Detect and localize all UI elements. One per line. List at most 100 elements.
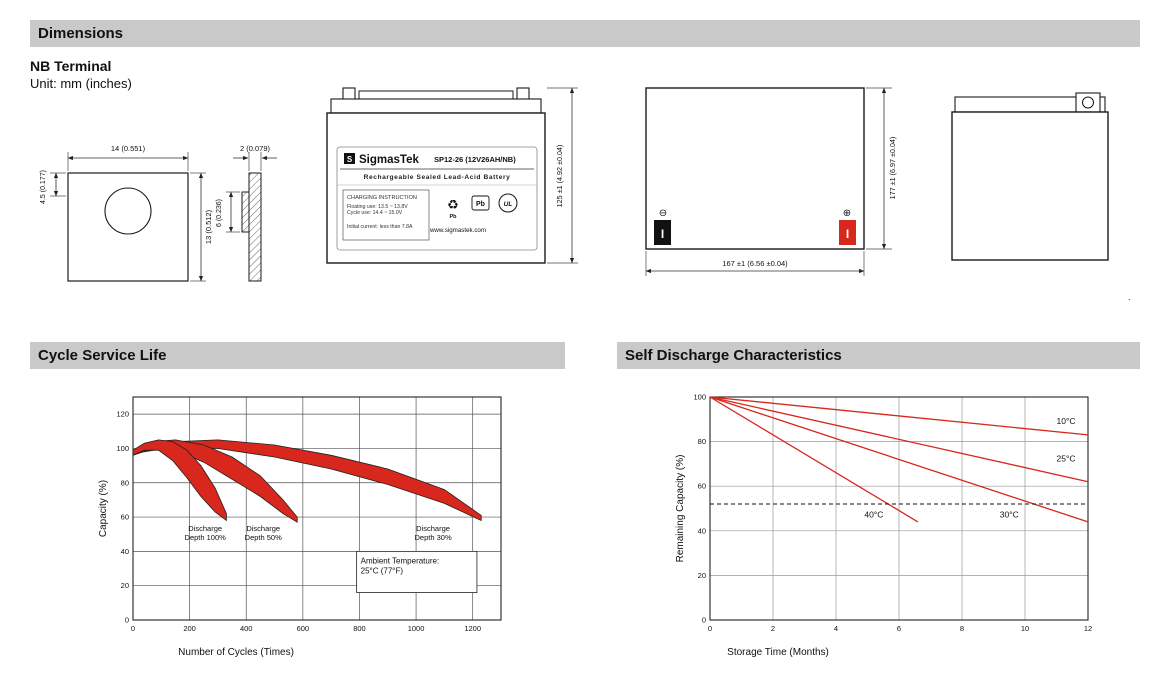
svg-text:100: 100 — [116, 444, 129, 453]
svg-text:600: 600 — [297, 624, 310, 633]
svg-text:40: 40 — [121, 547, 129, 556]
recycle-pb-label: Pb — [449, 214, 457, 220]
svg-text:60: 60 — [698, 482, 706, 491]
section-title-cycle-service-life: Cycle Service Life — [38, 347, 167, 364]
svg-text:Depth 50%: Depth 50% — [245, 533, 282, 542]
side-body — [645, 87, 865, 250]
svg-text:800: 800 — [353, 624, 366, 633]
ul-icon-label: UL — [504, 201, 513, 208]
charging-line-2: Cycle use: 14.4 ~ 15.0V — [347, 210, 403, 216]
dim-terminal-width: 14 (0.551) — [111, 144, 146, 153]
svg-text:Ambient Temperature:: Ambient Temperature: — [361, 556, 440, 565]
svg-text:1200: 1200 — [464, 624, 481, 633]
dim-terminal-depth: 6 (0.236) — [216, 199, 223, 227]
rear-body — [951, 111, 1109, 261]
front-left-post — [342, 87, 356, 101]
positive-terminal-label: I — [846, 227, 849, 241]
svg-text:Storage Time (Months): Storage Time (Months) — [727, 647, 829, 658]
svg-text:Discharge: Discharge — [416, 524, 450, 533]
battery-rear-view — [951, 92, 1109, 261]
pb-icon — [471, 195, 490, 211]
svg-text:1000: 1000 — [408, 624, 425, 633]
svg-text:10: 10 — [1021, 624, 1029, 633]
front-label — [336, 146, 538, 251]
negative-terminal — [654, 220, 671, 245]
terminal-hole — [104, 187, 152, 235]
svg-text:120: 120 — [116, 410, 129, 419]
negative-symbol: ⊖ — [659, 208, 667, 219]
charging-instruction-box — [342, 189, 430, 241]
positive-symbol: ⊕ — [843, 208, 851, 219]
logo-letter: S — [347, 155, 353, 164]
battery-side-view: ⊖ I ⊕ I 167 ±1 (6.56 ±0.04) 177 ±1 (6.97… — [645, 87, 897, 276]
charging-line-1: Floating use: 13.5 ~ 13.8V — [347, 204, 408, 210]
nb-terminal-heading: NB Terminal — [30, 58, 112, 74]
svg-text:25°C (77°F): 25°C (77°F) — [361, 566, 404, 575]
terminal-face-outline — [67, 172, 189, 282]
terminal-profile-body — [248, 172, 262, 282]
dim-side-height: 177 ±1 (6.97 ±0.04) — [888, 137, 897, 200]
svg-text:0: 0 — [125, 616, 129, 625]
svg-text:60: 60 — [121, 513, 129, 522]
svg-text:Discharge: Discharge — [188, 524, 222, 533]
terminal-side-drawing: 2 (0.079) 6 (0.236) — [216, 144, 277, 282]
recycle-icon: ♻ — [447, 197, 459, 212]
svg-text:Capacity (%): Capacity (%) — [98, 480, 109, 537]
svg-text:Remaining Capacity (%): Remaining Capacity (%) — [675, 455, 686, 563]
self-discharge-chart: 0 2 4 6 8 10 12 0 20 40 60 80 100 10°C 25°C 30°C 40°C Sto… — [675, 393, 1092, 659]
svg-text:20: 20 — [698, 571, 706, 580]
dim-terminal-thickness: 2 (0.079) — [240, 144, 271, 153]
unit-note: Unit: mm (inches) — [30, 76, 132, 91]
section-header-self-discharge: Self Discharge Characteristics — [617, 342, 1140, 369]
front-right-post — [516, 87, 530, 101]
section-header-dimensions: Dimensions — [30, 20, 1140, 47]
brand-text: SigmasTek — [359, 154, 419, 166]
dim-side-width: 167 ±1 (6.56 ±0.04) — [722, 259, 788, 268]
charging-line-3: Initial current: less than 7.8A — [347, 224, 413, 230]
sigmastek-logo — [344, 153, 355, 164]
svg-text:0: 0 — [708, 624, 712, 633]
svg-text:200: 200 — [183, 624, 196, 633]
svg-text:100: 100 — [693, 393, 706, 402]
svg-text:30°C: 30°C — [1000, 509, 1019, 519]
model-text: SP12-26 (12V26AH/NB) — [434, 155, 516, 164]
svg-text:20: 20 — [121, 581, 129, 590]
svg-text:40: 40 — [698, 526, 706, 535]
positive-terminal — [839, 220, 856, 245]
svg-text:4: 4 — [834, 624, 838, 633]
stray-dot: . — [1128, 292, 1131, 302]
svg-text:40°C: 40°C — [864, 509, 883, 519]
cycle-service-life-chart: 0 200 400 600 800 1000 1200 0 20 40 60 80 100 120 Disc… — [98, 396, 502, 658]
svg-text:Number of Cycles (Times): Number of Cycles (Times) — [178, 647, 294, 658]
svg-text:10°C: 10°C — [1057, 416, 1076, 426]
svg-text:0: 0 — [702, 616, 706, 625]
section-title-self-discharge: Self Discharge Characteristics — [625, 347, 842, 364]
negative-terminal-label: I — [661, 227, 664, 241]
website-text: www.sigmastek.com — [429, 227, 486, 234]
dim-front-height: 125 ±1 (4.92 ±0.04) — [555, 145, 564, 208]
svg-text:Discharge: Discharge — [246, 524, 280, 533]
svg-text:Depth 100%: Depth 100% — [185, 533, 227, 542]
terminal-front-drawing: 14 (0.551) 4.5 (0.177) 13 (0.512) — [40, 144, 213, 282]
svg-text:2: 2 — [771, 624, 775, 633]
front-top-ridge — [358, 90, 514, 100]
svg-text:12: 12 — [1084, 624, 1092, 633]
svg-text:25°C: 25°C — [1057, 454, 1076, 464]
svg-text:80: 80 — [121, 478, 129, 487]
svg-text:8: 8 — [960, 624, 964, 633]
svg-text:0: 0 — [131, 624, 135, 633]
charging-title: CHARGING INSTRUCTION — [347, 195, 417, 201]
svg-text:400: 400 — [240, 624, 253, 633]
technical-drawings: 14 (0.551) 4.5 (0.177) 13 (0.512) 2 (0.0… — [40, 87, 1131, 302]
terminal-profile-tab — [241, 191, 250, 233]
svg-text:80: 80 — [698, 437, 706, 446]
ul-icon — [498, 193, 518, 213]
svg-text:6: 6 — [897, 624, 901, 633]
dim-terminal-hole-offset: 4.5 (0.177) — [40, 170, 47, 204]
rear-terminal — [1082, 96, 1094, 109]
front-lid — [330, 98, 542, 114]
rear-terminal-housing — [1075, 92, 1101, 113]
label-subtitle: Rechargeable Sealed Lead-Acid Battery — [364, 174, 511, 181]
section-header-cycle-service-life: Cycle Service Life — [30, 342, 565, 369]
svg-text:Depth 30%: Depth 30% — [415, 533, 452, 542]
